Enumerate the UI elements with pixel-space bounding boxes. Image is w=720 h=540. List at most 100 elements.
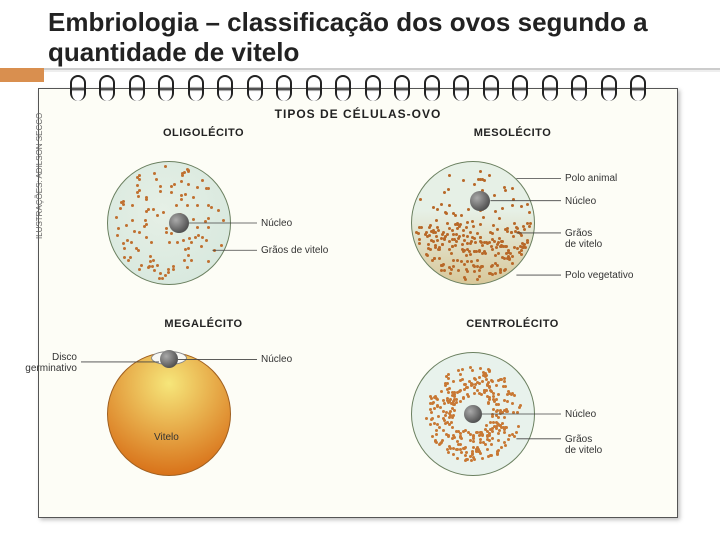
yolk-grain [479, 170, 482, 173]
nucleus [169, 213, 189, 233]
yolk-grain [137, 195, 140, 198]
cell-diagram: NúcleoGrãos de vitelo [49, 139, 358, 299]
cell-diagram: DiscogerminativoNúcleoVitelo [49, 330, 358, 490]
yolk-grain [508, 392, 511, 395]
spiral-ring [247, 75, 263, 101]
yolk-grain [187, 183, 190, 186]
yolk-grain [495, 414, 498, 417]
yolk-grain [504, 444, 507, 447]
spiral-ring [129, 75, 145, 101]
yolk-grain [497, 252, 500, 255]
yolk-grain [448, 204, 451, 207]
yolk-grain [131, 219, 134, 222]
panel-oligolecito: OLIGOLÉCITONúcleoGrãos de vitelo [49, 127, 358, 318]
yolk-grain [170, 191, 173, 194]
yolk-grain [210, 206, 213, 209]
yolk-grain [453, 395, 456, 398]
yolk-grain [486, 395, 489, 398]
yolk-grain [418, 238, 421, 241]
yolk-grain [465, 458, 468, 461]
yolk-grain [452, 403, 455, 406]
yolk-grain [204, 220, 207, 223]
notebook-panel: TIPOS DE CÉLULAS-OVO ILUSTRAÇÕES: ADILSO… [38, 88, 678, 518]
yolk-grain [433, 407, 436, 410]
yolk-grain [513, 222, 516, 225]
yolk-grain [448, 266, 451, 269]
yolk-grain [511, 255, 514, 258]
yolk-grain [435, 219, 438, 222]
panel-title: OLIGOLÉCITO [49, 127, 358, 139]
yolk-grain [497, 241, 500, 244]
yolk-grain [183, 259, 186, 262]
yolk-grain [481, 457, 484, 460]
yolk-grain [478, 249, 481, 252]
cell-membrane [107, 352, 231, 476]
yolk-grain [213, 249, 216, 252]
yolk-grain [482, 216, 485, 219]
yolk-grain [472, 437, 475, 440]
spiral-binding [39, 75, 677, 103]
yolk-grain [470, 260, 473, 263]
yolk-grain [443, 269, 446, 272]
yolk-grain [432, 206, 435, 209]
yolk-grain [427, 243, 430, 246]
spiral-ring [188, 75, 204, 101]
yolk-grain [503, 399, 506, 402]
yolk-grain [463, 388, 466, 391]
yolk-grain [425, 417, 428, 420]
yolk-grain [450, 421, 453, 424]
yolk-grain [487, 402, 490, 405]
label-vitelo: Vitelo [154, 432, 179, 443]
yolk-grain [457, 443, 460, 446]
yolk-grain [467, 395, 470, 398]
yolk-grain [429, 395, 432, 398]
yolk-grain [437, 415, 440, 418]
spiral-ring [512, 75, 528, 101]
spiral-ring [158, 75, 174, 101]
yolk-grain [491, 248, 494, 251]
label-nucleo: Núcleo [565, 196, 596, 207]
yolk-grain [462, 229, 465, 232]
yolk-grain [145, 236, 148, 239]
yolk-grain [493, 194, 496, 197]
yolk-grain [452, 453, 455, 456]
yolk-grain [492, 224, 495, 227]
yolk-grain [441, 439, 444, 442]
yolk-grain [453, 398, 456, 401]
yolk-grain [505, 408, 508, 411]
yolk-grain [188, 237, 191, 240]
yolk-grain [448, 227, 451, 230]
yolk-grain [116, 234, 119, 237]
yolk-grain [149, 260, 152, 263]
spiral-ring [365, 75, 381, 101]
yolk-grain [481, 434, 484, 437]
spiral-ring [276, 75, 292, 101]
yolk-grain [428, 226, 431, 229]
yolk-grain [200, 245, 203, 248]
yolk-grain [495, 246, 498, 249]
panel-title: CENTROLÉCITO [358, 318, 667, 330]
yolk-grain [217, 209, 220, 212]
label-graos: Grãosde vitelo [565, 228, 602, 250]
yolk-grain [466, 221, 469, 224]
yolk-grain [454, 214, 457, 217]
yolk-grain [469, 433, 472, 436]
yolk-grain [439, 442, 442, 445]
yolk-grain [490, 443, 493, 446]
yolk-grain [496, 228, 499, 231]
yolk-grain [446, 397, 449, 400]
yolk-grain [184, 193, 187, 196]
yolk-grain [473, 386, 476, 389]
yolk-grain [448, 248, 451, 251]
yolk-grain [159, 272, 162, 275]
yolk-grain [462, 234, 465, 237]
yolk-grain [451, 426, 454, 429]
yolk-grain [127, 259, 130, 262]
yolk-grain [122, 200, 125, 203]
yolk-grain [448, 412, 451, 415]
yolk-grain [442, 429, 445, 432]
yolk-grain [201, 179, 204, 182]
illustration-credit: ILUSTRAÇÕES: ADILSON SECCO [35, 113, 44, 239]
yolk-grain [419, 198, 422, 201]
yolk-grain [515, 431, 518, 434]
